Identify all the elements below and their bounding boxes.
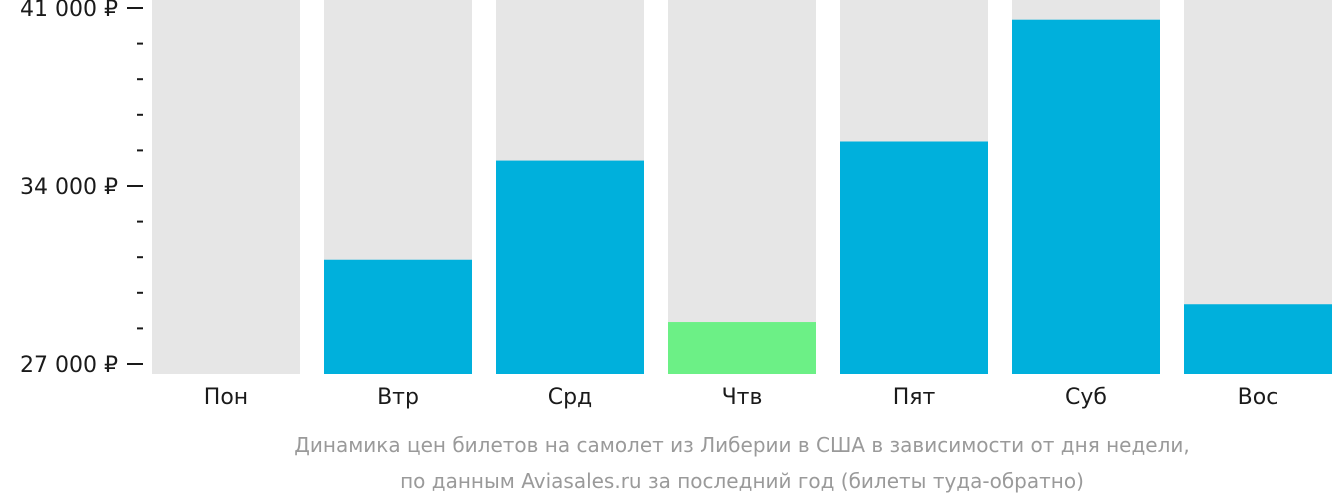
y-tick-label: 34 000 ₽ xyxy=(20,175,118,200)
x-tick-label: Суб xyxy=(1065,385,1107,410)
x-tick-label: Втр xyxy=(377,385,419,410)
bar-background xyxy=(668,0,816,374)
bar-background xyxy=(152,0,300,374)
x-tick-label: Пят xyxy=(893,385,936,410)
bar[interactable] xyxy=(668,322,816,374)
y-tick-label: 41 000 ₽ xyxy=(20,0,118,22)
bar[interactable] xyxy=(1012,19,1160,374)
value-bars xyxy=(324,19,1332,375)
bar[interactable] xyxy=(324,259,472,374)
bar[interactable] xyxy=(840,141,988,375)
x-tick-label: Пон xyxy=(204,385,248,410)
x-axis-labels: Пон Втр Срд Чтв Пят Суб Вос xyxy=(204,385,1279,410)
y-axis: 41 000 ₽ 34 000 ₽ 27 000 ₽ xyxy=(20,0,143,378)
bar[interactable] xyxy=(496,160,644,374)
x-tick-label: Чтв xyxy=(722,385,763,410)
y-tick-label: 27 000 ₽ xyxy=(20,353,118,378)
bar[interactable] xyxy=(1184,304,1332,374)
x-tick-label: Вос xyxy=(1238,385,1279,410)
chart-caption: Динамика цен билетов на самолет из Либер… xyxy=(294,433,1189,493)
x-tick-label: Срд xyxy=(548,385,593,410)
caption-line-2: по данным Aviasales.ru за последний год … xyxy=(400,469,1084,493)
caption-line-1: Динамика цен билетов на самолет из Либер… xyxy=(294,433,1189,457)
